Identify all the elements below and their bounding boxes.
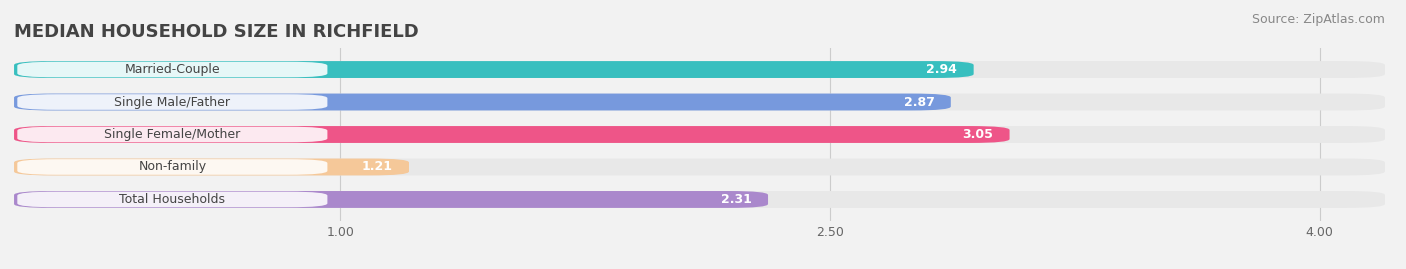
Text: 2.31: 2.31 <box>721 193 752 206</box>
FancyBboxPatch shape <box>14 191 1385 208</box>
FancyBboxPatch shape <box>17 192 328 207</box>
Text: 3.05: 3.05 <box>962 128 993 141</box>
FancyBboxPatch shape <box>17 62 328 77</box>
Text: 2.87: 2.87 <box>904 95 935 108</box>
FancyBboxPatch shape <box>14 191 768 208</box>
FancyBboxPatch shape <box>14 94 1385 111</box>
FancyBboxPatch shape <box>14 158 409 175</box>
FancyBboxPatch shape <box>14 126 1385 143</box>
FancyBboxPatch shape <box>17 159 328 175</box>
Text: 1.21: 1.21 <box>361 161 392 174</box>
FancyBboxPatch shape <box>14 126 1010 143</box>
Text: MEDIAN HOUSEHOLD SIZE IN RICHFIELD: MEDIAN HOUSEHOLD SIZE IN RICHFIELD <box>14 23 419 41</box>
Text: Non-family: Non-family <box>138 161 207 174</box>
Text: 2.94: 2.94 <box>927 63 957 76</box>
Text: Married-Couple: Married-Couple <box>125 63 221 76</box>
FancyBboxPatch shape <box>17 94 328 110</box>
Text: Single Female/Mother: Single Female/Mother <box>104 128 240 141</box>
Text: Single Male/Father: Single Male/Father <box>114 95 231 108</box>
FancyBboxPatch shape <box>14 158 1385 175</box>
Text: Source: ZipAtlas.com: Source: ZipAtlas.com <box>1251 13 1385 26</box>
Text: Total Households: Total Households <box>120 193 225 206</box>
FancyBboxPatch shape <box>14 61 973 78</box>
FancyBboxPatch shape <box>14 61 1385 78</box>
FancyBboxPatch shape <box>17 127 328 142</box>
FancyBboxPatch shape <box>14 94 950 111</box>
